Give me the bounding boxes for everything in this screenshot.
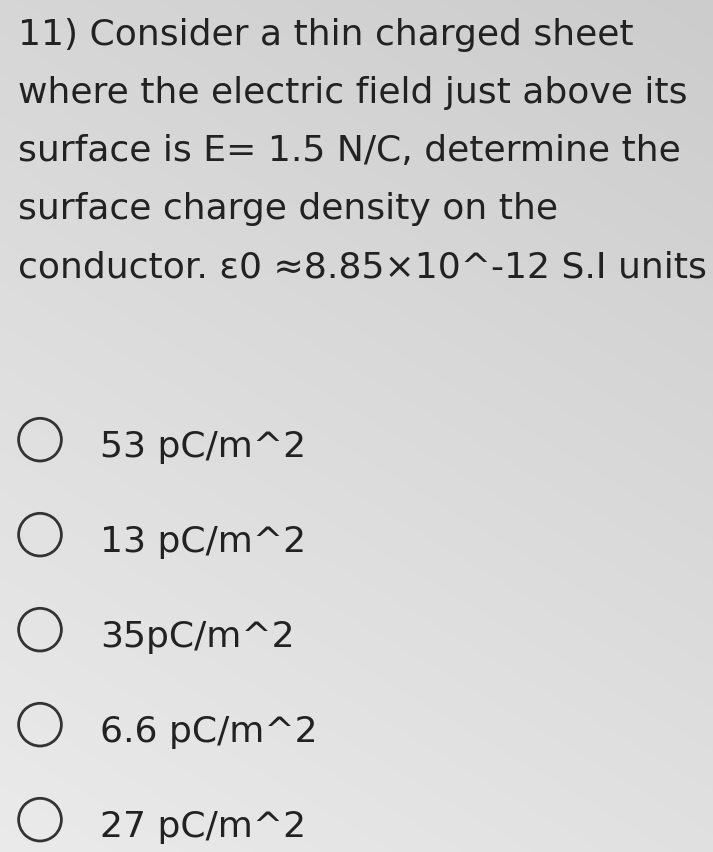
Text: 13 pC/m^2: 13 pC/m^2	[100, 524, 306, 558]
Text: 27 pC/m^2: 27 pC/m^2	[100, 809, 306, 843]
Text: 35pC/m^2: 35pC/m^2	[100, 619, 294, 653]
Text: 6.6 pC/m^2: 6.6 pC/m^2	[100, 714, 317, 748]
Text: 53 pC/m^2: 53 pC/m^2	[100, 429, 306, 463]
Text: conductor. ε0 ≈8.85×10^-12 S.I units: conductor. ε0 ≈8.85×10^-12 S.I units	[18, 250, 707, 284]
Text: 11) Consider a thin charged sheet: 11) Consider a thin charged sheet	[18, 18, 634, 52]
Text: surface charge density on the: surface charge density on the	[18, 192, 558, 226]
Text: where the electric field just above its: where the electric field just above its	[18, 76, 687, 110]
Text: surface is E= 1.5 N/C, determine the: surface is E= 1.5 N/C, determine the	[18, 134, 681, 168]
